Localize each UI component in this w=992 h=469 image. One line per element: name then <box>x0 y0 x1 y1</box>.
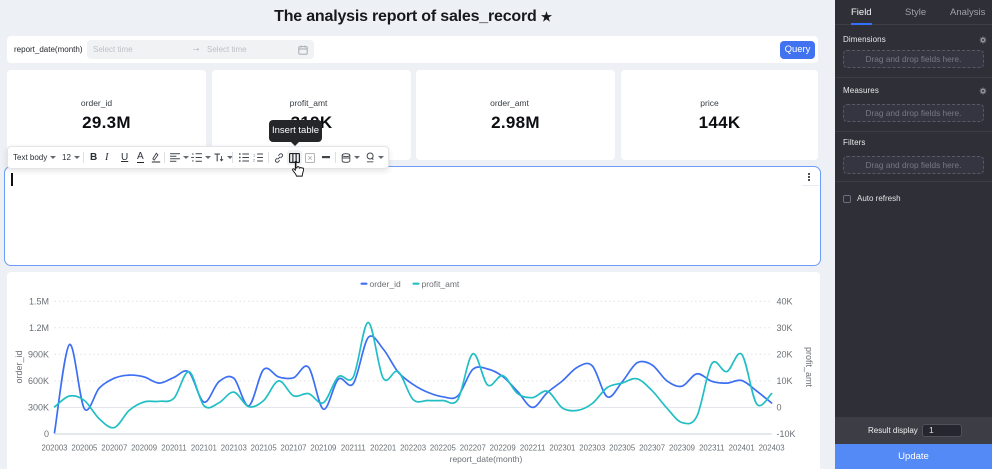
svg-text:1.5M: 1.5M <box>29 296 49 306</box>
svg-text:202103: 202103 <box>221 444 247 453</box>
svg-text:202203: 202203 <box>400 444 426 453</box>
svg-text:202401: 202401 <box>729 444 755 453</box>
svg-text:202011: 202011 <box>161 444 186 453</box>
svg-text:202109: 202109 <box>310 444 336 453</box>
svg-text:202309: 202309 <box>669 444 695 453</box>
svg-text:1.2M: 1.2M <box>29 323 49 333</box>
svg-text:202003: 202003 <box>41 444 67 453</box>
svg-text:report_date(month): report_date(month) <box>450 454 523 464</box>
svg-text:202111: 202111 <box>341 444 366 453</box>
svg-text:202009: 202009 <box>131 444 157 453</box>
svg-text:order_id: order_id <box>14 350 24 383</box>
svg-text:20K: 20K <box>777 349 793 359</box>
svg-text:202211: 202211 <box>520 444 545 453</box>
svg-text:202301: 202301 <box>549 444 575 453</box>
svg-text:202205: 202205 <box>430 444 457 453</box>
svg-text:202107: 202107 <box>280 444 306 453</box>
svg-text:profit_amt: profit_amt <box>422 279 460 289</box>
svg-text:profit_amt: profit_amt <box>804 347 814 388</box>
svg-text:30K: 30K <box>777 323 793 333</box>
svg-text:2: 2 <box>253 159 255 162</box>
svg-text:-10K: -10K <box>777 429 796 439</box>
svg-text:1: 1 <box>253 153 255 157</box>
svg-text:202005: 202005 <box>71 444 98 453</box>
svg-text:202007: 202007 <box>101 444 127 453</box>
svg-text:0: 0 <box>44 429 49 439</box>
svg-text:202403: 202403 <box>759 444 785 453</box>
svg-text:202311: 202311 <box>699 444 724 453</box>
svg-text:900K: 900K <box>28 349 49 359</box>
svg-text:202105: 202105 <box>251 444 278 453</box>
svg-text:order_id: order_id <box>370 279 401 289</box>
svg-text:202101: 202101 <box>191 444 217 453</box>
svg-text:202201: 202201 <box>370 444 396 453</box>
svg-text:202307: 202307 <box>639 444 665 453</box>
svg-text:202305: 202305 <box>609 444 636 453</box>
svg-text:300K: 300K <box>28 402 49 412</box>
svg-text:202207: 202207 <box>460 444 486 453</box>
svg-text:600K: 600K <box>28 376 49 386</box>
svg-text:10K: 10K <box>777 376 793 386</box>
svg-text:202209: 202209 <box>490 444 516 453</box>
svg-text:40K: 40K <box>777 296 793 306</box>
svg-text:202303: 202303 <box>579 444 605 453</box>
svg-text:0: 0 <box>777 402 782 412</box>
